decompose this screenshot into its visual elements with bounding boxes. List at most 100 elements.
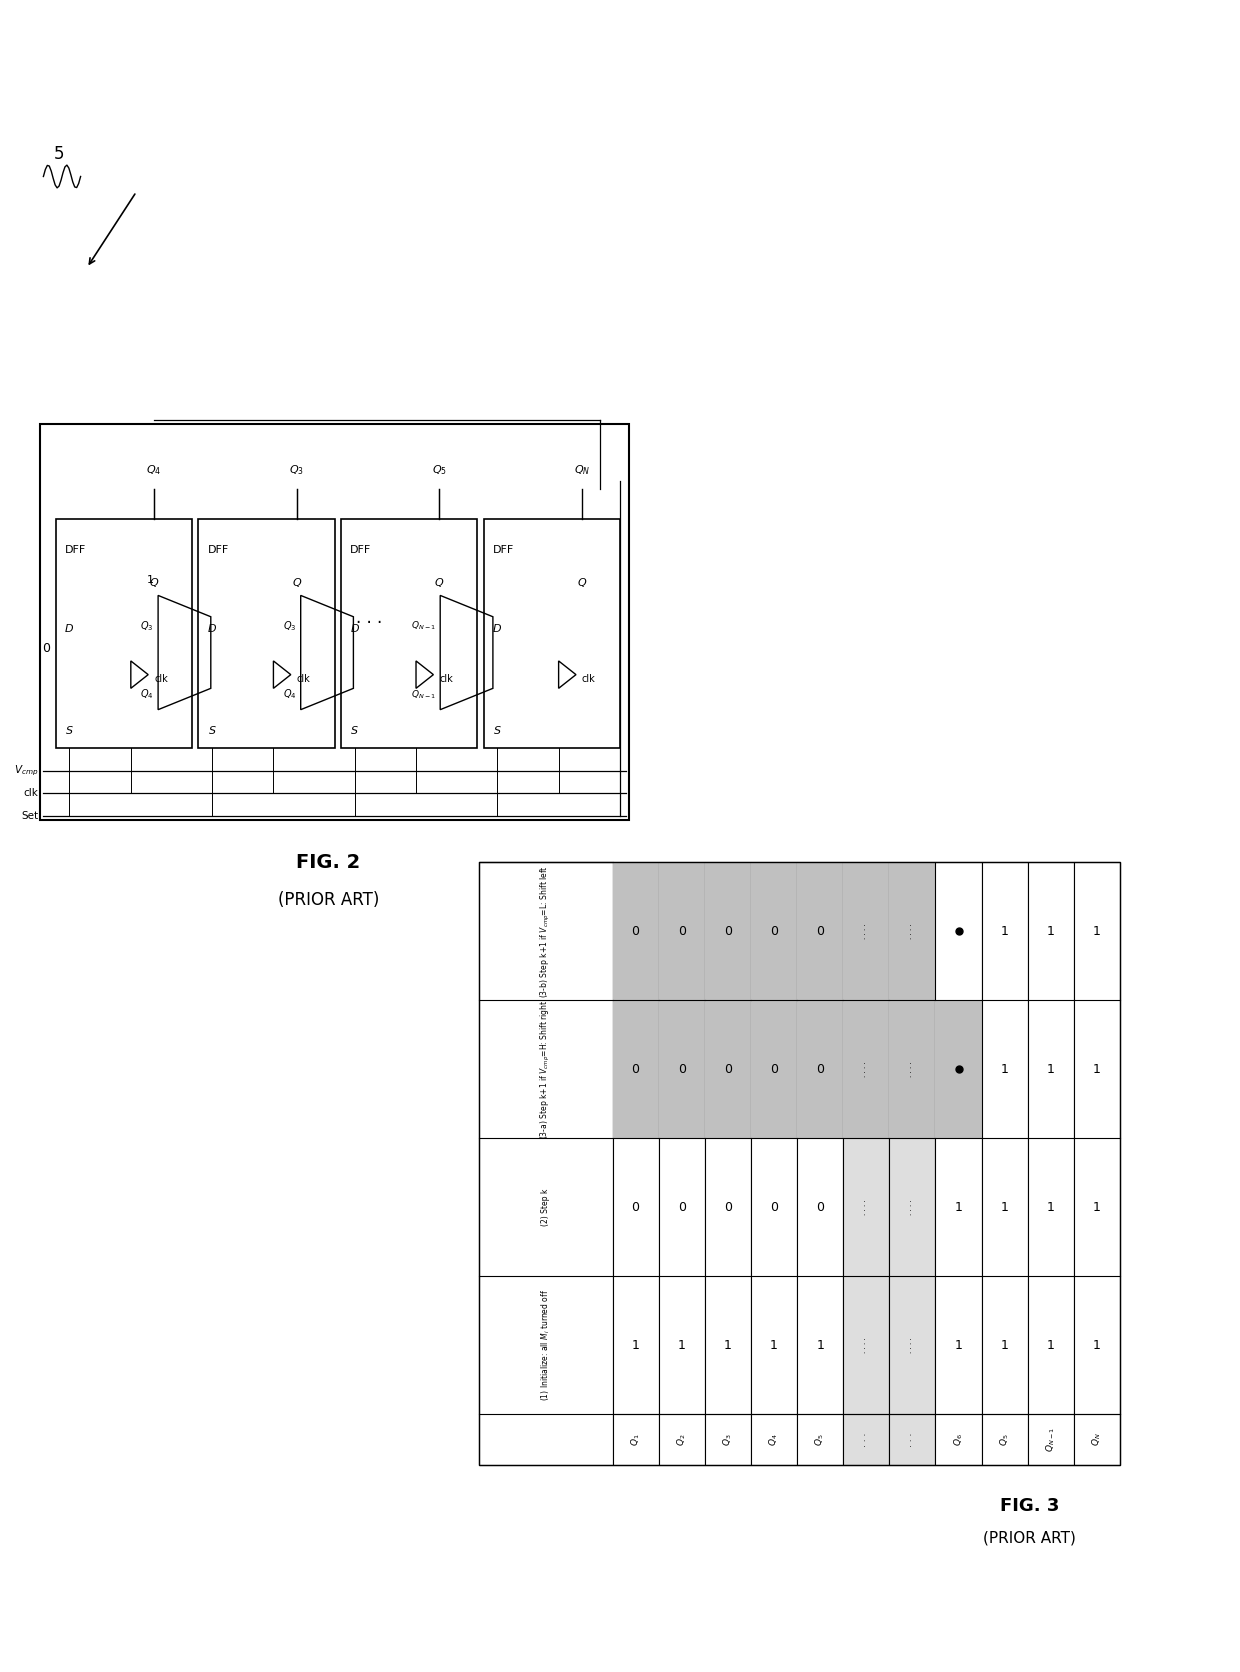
Text: 0: 0: [42, 642, 51, 655]
Text: 1: 1: [146, 575, 154, 585]
Text: 1: 1: [1092, 925, 1101, 938]
Text: 1: 1: [678, 1339, 686, 1351]
Text: 0: 0: [724, 1200, 732, 1214]
Bar: [658, 863, 704, 1000]
Text: 0: 0: [631, 1200, 640, 1214]
Text: FIG. 3: FIG. 3: [999, 1496, 1059, 1515]
Text: $Q_N$: $Q_N$: [574, 463, 590, 478]
Text: clk: clk: [154, 674, 167, 684]
Text: · · ·: · · ·: [908, 1433, 916, 1446]
Text: · · · ·: · · · ·: [909, 923, 915, 940]
Text: 1: 1: [1092, 1200, 1101, 1214]
Text: $V_{cmp}$: $V_{cmp}$: [14, 764, 38, 777]
Text: 5: 5: [53, 145, 64, 162]
Text: Q: Q: [435, 579, 444, 589]
Text: $Q_1$: $Q_1$: [630, 1433, 642, 1446]
Text: DFF: DFF: [351, 545, 372, 555]
Text: $Q_3$: $Q_3$: [289, 463, 304, 478]
Text: clk: clk: [582, 674, 595, 684]
Text: $Q_3$: $Q_3$: [722, 1433, 734, 1446]
Bar: [1074, 863, 1120, 1465]
Text: 0: 0: [724, 925, 732, 938]
Text: · · ·: · · ·: [862, 1433, 870, 1446]
Text: 0: 0: [816, 1063, 825, 1075]
Text: $Q_3$: $Q_3$: [283, 619, 296, 632]
Text: 0: 0: [678, 925, 686, 938]
Text: 1: 1: [631, 1339, 640, 1351]
Bar: [56, 520, 192, 747]
Text: (PRIOR ART): (PRIOR ART): [278, 891, 379, 910]
Bar: [843, 863, 889, 1000]
Text: (3-a) Step k+1 if $V_{cmp}$=H: Shift right: (3-a) Step k+1 if $V_{cmp}$=H: Shift rig…: [539, 1000, 552, 1139]
Text: $Q_5$: $Q_5$: [813, 1433, 826, 1446]
Text: (1) Initialize: all $M_i$ turned off: (1) Initialize: all $M_i$ turned off: [539, 1289, 552, 1401]
Text: 0: 0: [678, 1200, 686, 1214]
Text: DFF: DFF: [208, 545, 229, 555]
Text: $Q_3$: $Q_3$: [140, 619, 154, 632]
Text: S: S: [494, 726, 501, 736]
Text: . . .: . . .: [356, 609, 382, 627]
Text: $Q_{N-1}$: $Q_{N-1}$: [1044, 1426, 1056, 1451]
Bar: [704, 863, 751, 1465]
Text: $Q_4$: $Q_4$: [140, 687, 154, 701]
Text: $Q_5$: $Q_5$: [998, 1433, 1011, 1446]
Text: $Q_2$: $Q_2$: [676, 1433, 688, 1446]
Bar: [797, 863, 843, 1000]
Text: $Q_4$: $Q_4$: [146, 463, 161, 478]
Text: 1: 1: [1001, 1339, 1008, 1351]
Bar: [1028, 863, 1074, 1465]
Text: D: D: [208, 624, 216, 634]
Text: 1: 1: [1001, 925, 1008, 938]
Bar: [198, 520, 335, 747]
Text: 1: 1: [770, 1339, 777, 1351]
Bar: [613, 863, 658, 1000]
Bar: [797, 863, 843, 1465]
Text: 1: 1: [1001, 1063, 1008, 1075]
Text: Set: Set: [21, 811, 38, 821]
Bar: [751, 863, 797, 1465]
Text: 1: 1: [1092, 1339, 1101, 1351]
Bar: [613, 1000, 658, 1139]
Text: 0: 0: [816, 925, 825, 938]
Bar: [658, 1000, 704, 1139]
Text: 0: 0: [770, 925, 777, 938]
Text: FIG. 2: FIG. 2: [296, 853, 361, 871]
Text: DFF: DFF: [494, 545, 515, 555]
Bar: [479, 863, 1120, 1465]
Text: clk: clk: [296, 674, 310, 684]
Text: Q: Q: [150, 579, 159, 589]
Text: (2) Step k: (2) Step k: [541, 1189, 551, 1226]
Bar: [613, 863, 658, 1465]
Text: (PRIOR ART): (PRIOR ART): [983, 1532, 1075, 1545]
Bar: [751, 1000, 797, 1139]
Text: 1: 1: [1047, 1200, 1055, 1214]
Text: 0: 0: [724, 1063, 732, 1075]
Text: D: D: [351, 624, 358, 634]
Text: 0: 0: [631, 1063, 640, 1075]
Text: 0: 0: [816, 1200, 825, 1214]
Bar: [751, 863, 797, 1000]
Bar: [889, 863, 935, 1465]
Bar: [982, 863, 1028, 1465]
Text: 1: 1: [724, 1339, 732, 1351]
Bar: [889, 1000, 935, 1139]
Bar: [889, 863, 935, 1000]
Text: clk: clk: [24, 789, 38, 799]
Text: 0: 0: [678, 1063, 686, 1075]
Text: $Q_{N-1}$: $Q_{N-1}$: [410, 620, 436, 632]
Text: D: D: [66, 624, 73, 634]
Text: · · · ·: · · · ·: [909, 1199, 915, 1216]
Text: (3-b) Step k+1 if $V_{cmp}$=L: Shift left: (3-b) Step k+1 if $V_{cmp}$=L: Shift lef…: [539, 864, 552, 998]
Text: 1: 1: [955, 1339, 962, 1351]
Bar: [479, 863, 613, 1465]
Text: · · · ·: · · · ·: [863, 1338, 869, 1353]
Bar: [658, 863, 704, 1465]
Text: 0: 0: [770, 1200, 777, 1214]
Text: $Q_{N-1}$: $Q_{N-1}$: [410, 689, 436, 701]
Text: D: D: [494, 624, 501, 634]
Bar: [704, 1000, 751, 1139]
Text: $Q_N$: $Q_N$: [1091, 1433, 1104, 1446]
Text: 1: 1: [1047, 925, 1055, 938]
Bar: [843, 1000, 889, 1139]
Bar: [797, 1000, 843, 1139]
